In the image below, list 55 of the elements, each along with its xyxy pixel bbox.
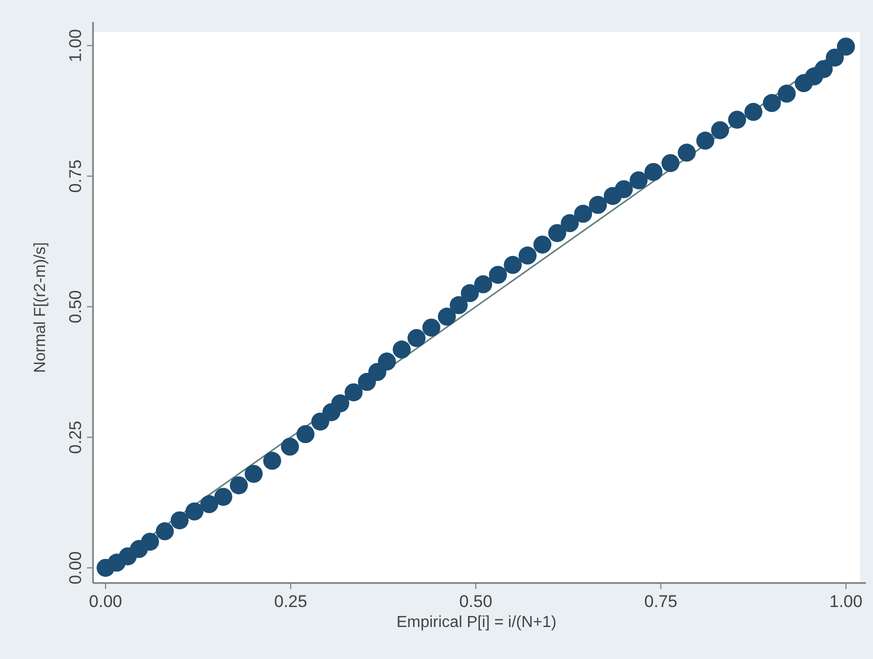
point <box>170 511 189 530</box>
y-tick-label: 0.50 <box>66 290 85 324</box>
point <box>488 266 507 284</box>
x-tick-label: 0.00 <box>89 592 122 611</box>
point <box>548 224 566 242</box>
point <box>762 94 781 112</box>
x-tick-label: 0.75 <box>644 592 678 611</box>
point <box>422 318 440 337</box>
point <box>588 196 607 214</box>
x-tick-label: 0.50 <box>459 592 492 611</box>
point <box>533 236 552 254</box>
point <box>378 352 396 371</box>
x-axis-title: Empirical P[i] = i/(N+1) <box>396 614 557 631</box>
point <box>614 180 633 198</box>
point <box>200 495 218 514</box>
point <box>836 38 855 56</box>
point <box>244 464 263 483</box>
point <box>141 532 160 551</box>
point <box>331 394 350 412</box>
y-tick-label: 0.00 <box>66 551 85 584</box>
point <box>826 48 844 67</box>
point <box>185 502 204 520</box>
point <box>696 132 714 150</box>
point <box>574 204 592 223</box>
point <box>392 340 411 359</box>
y-tick-label: 1.00 <box>66 29 85 62</box>
point <box>280 438 299 456</box>
y-tick-label: 0.75 <box>66 160 85 193</box>
point <box>438 308 456 326</box>
x-tick-label: 0.25 <box>274 592 308 611</box>
x-tick-label: 1.00 <box>829 592 862 611</box>
y-tick-label: 0.25 <box>66 420 85 454</box>
point <box>728 110 746 129</box>
point <box>711 121 730 140</box>
point <box>214 488 232 506</box>
point <box>156 522 174 540</box>
point <box>344 383 363 402</box>
point <box>450 296 468 314</box>
point <box>263 452 282 470</box>
point <box>778 84 796 103</box>
point <box>230 476 248 494</box>
point <box>560 214 579 232</box>
point <box>661 154 680 172</box>
y-axis-title: Normal F[(r2-m)/s] <box>32 242 49 373</box>
point <box>678 144 696 162</box>
point <box>474 275 492 294</box>
point <box>460 284 479 302</box>
point <box>408 329 426 348</box>
point <box>518 246 537 265</box>
point <box>644 162 662 181</box>
point <box>504 256 522 274</box>
point <box>744 102 762 121</box>
point <box>814 60 833 78</box>
point <box>630 171 648 190</box>
point <box>296 425 314 444</box>
